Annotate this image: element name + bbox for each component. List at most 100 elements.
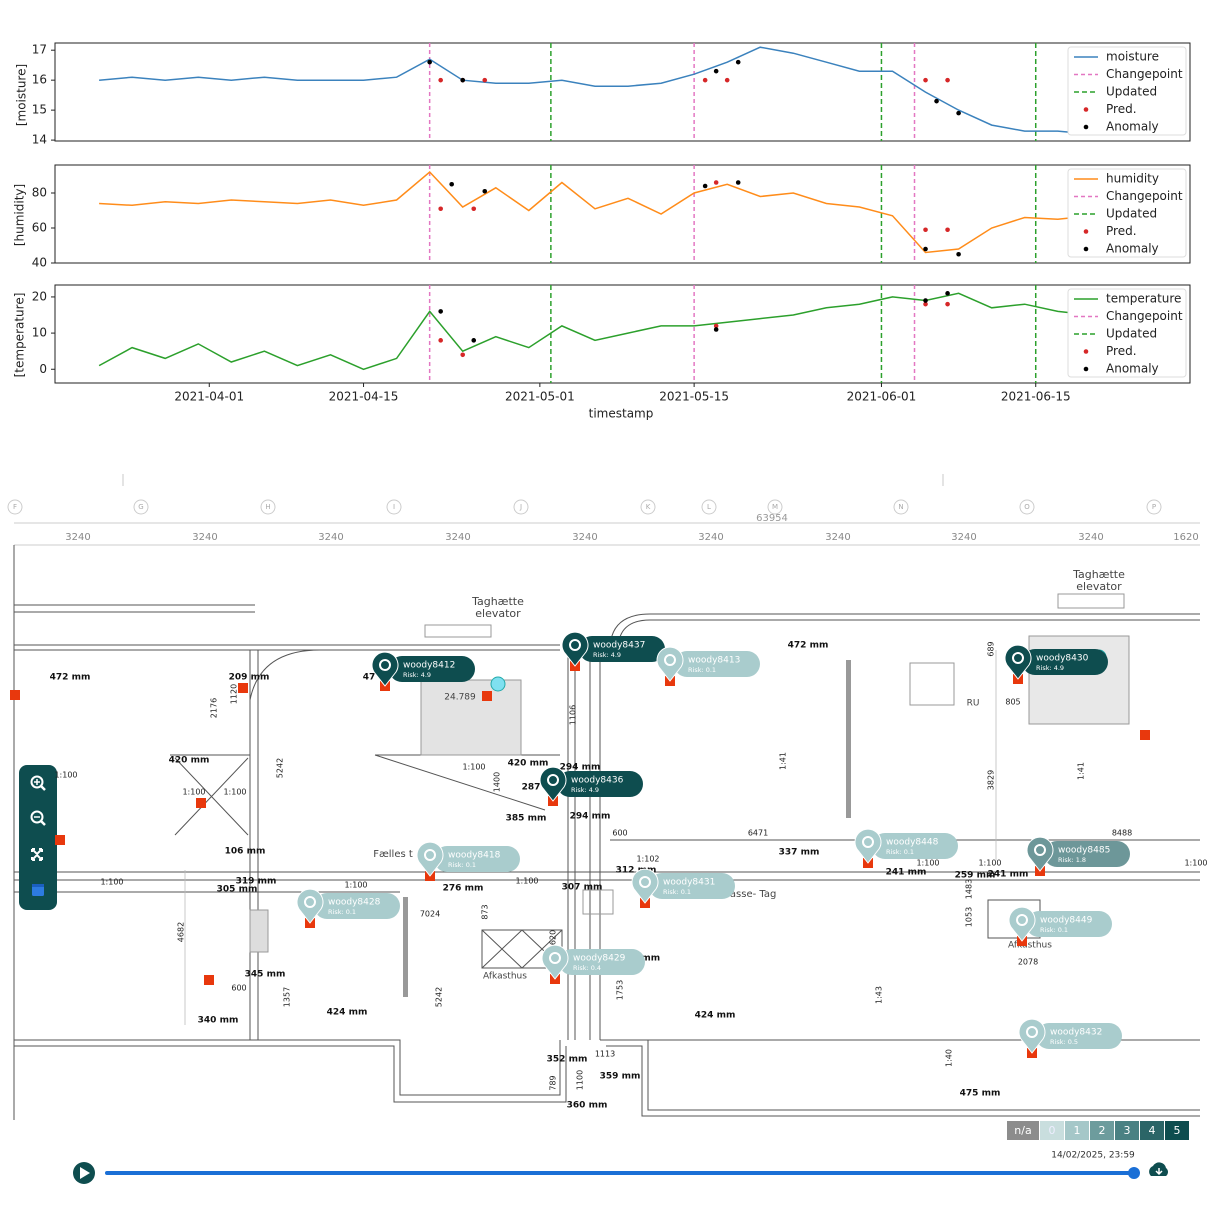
pred-point — [945, 77, 950, 83]
sensor-pin-dot — [549, 952, 561, 964]
x-tick-label: 2021-05-01 — [505, 390, 575, 404]
plot-frame — [54, 42, 1191, 142]
sensor-pill — [389, 656, 475, 682]
pred-point — [713, 323, 719, 329]
device-marker — [1140, 730, 1150, 740]
series-line — [98, 292, 1124, 371]
anomaly-point — [735, 180, 741, 185]
dimension-label: 319 mm — [236, 877, 277, 887]
play-button[interactable] — [73, 1162, 95, 1184]
plan-note: 1:100 — [54, 771, 77, 780]
pred-point — [923, 301, 928, 307]
sensor-pin-dot — [379, 659, 391, 671]
risk-scale-cell — [1140, 1121, 1164, 1140]
pred-point — [945, 301, 950, 307]
dimension-label: 307 mm — [562, 883, 603, 893]
legend-label: moisture — [1106, 50, 1159, 64]
legend-label: humidity — [1106, 172, 1159, 186]
legend-label: Updated — [1106, 327, 1157, 341]
plan-note: 789 — [549, 1075, 558, 1090]
risk-scale-cell — [1090, 1121, 1114, 1140]
dimension-label: 424 mm — [327, 1008, 368, 1018]
map-toolbar — [19, 765, 57, 910]
risk-scale-label: 5 — [1174, 1124, 1181, 1137]
pred-point — [724, 77, 730, 83]
span-dimension: 3240 — [572, 532, 597, 543]
risk-scale-cell — [1040, 1121, 1064, 1140]
device-marker — [238, 683, 248, 693]
grid-column-label: O — [1024, 503, 1030, 511]
sensor-risk: Risk: 4.9 — [1036, 664, 1064, 672]
dimension-label: 241 mm — [886, 868, 927, 878]
span-dimension: 3240 — [192, 532, 217, 543]
pred-point — [702, 77, 708, 83]
grid-column-label: G — [138, 503, 143, 511]
grid-column-label: J — [519, 503, 522, 511]
grid-marker — [1019, 499, 1035, 515]
anomaly-point — [934, 98, 939, 104]
plan-note: 5242 — [276, 758, 285, 778]
grid-column-label: I — [393, 503, 395, 511]
sensor-name: woody8437 — [593, 641, 645, 651]
plan-note: elevator — [475, 607, 521, 620]
plan-note: RU — [967, 699, 980, 709]
y-axis-label: [humidity] — [13, 184, 27, 246]
anomaly-point — [482, 188, 488, 194]
sensor-name: woody8449 — [1040, 916, 1093, 926]
span-dimension: 3240 — [951, 532, 976, 543]
grid-marker — [640, 499, 656, 515]
zoom-in-button[interactable] — [30, 775, 46, 791]
legend-label: Anomaly — [1106, 120, 1159, 134]
span-dimension: 3240 — [65, 532, 90, 543]
plan-note: 1053 — [965, 907, 974, 927]
chart-2: 0 10 20 2021-04-01 2021-04-15 2021-05-01 2021-… — [32, 284, 1191, 404]
device-marker — [10, 690, 20, 700]
legend-label: Updated — [1106, 85, 1157, 99]
y-tick-label: 60 — [32, 221, 47, 235]
pred-point — [923, 227, 928, 233]
plan-note: 2078 — [1018, 958, 1038, 967]
anomaly-point — [702, 183, 708, 189]
fit-button[interactable] — [31, 848, 43, 861]
sensor-risk: Risk: 0.1 — [886, 848, 914, 856]
dimension-label: 359 mm — [600, 1072, 641, 1082]
sensor-pin-dot — [1026, 1026, 1038, 1038]
floor-plan-drawing — [13, 474, 1200, 1120]
timeline-handle[interactable] — [1128, 1167, 1140, 1179]
sensor-name: woody8428 — [328, 898, 381, 908]
grid-marker — [767, 499, 783, 515]
sensor-pill — [1036, 1023, 1122, 1049]
sensor-risk: Risk: 0.5 — [1050, 1038, 1078, 1046]
plan-note: Fælles t — [373, 849, 413, 860]
dimension-label: 385 mm — [506, 814, 547, 824]
plan-note: 1:100 — [100, 878, 123, 887]
zoom-out-button[interactable] — [30, 810, 46, 826]
dimension-label: 475 mm — [960, 1089, 1001, 1099]
risk-scale-cell — [1165, 1121, 1189, 1140]
sensor-name: woody8413 — [688, 656, 740, 666]
x-tick-label: 2021-04-15 — [329, 390, 399, 404]
legend-label: Pred. — [1106, 344, 1137, 358]
sensor-name: woody8412 — [403, 661, 455, 671]
sensor-risk: Risk: 0.1 — [328, 908, 356, 916]
dimension-label: 241 mm — [988, 870, 1029, 880]
calendar-button[interactable] — [32, 884, 44, 896]
download-button[interactable] — [1149, 1162, 1168, 1176]
anomaly-point — [713, 327, 719, 332]
device-marker — [482, 691, 492, 701]
y-tick-label: 17 — [32, 43, 47, 57]
plan-note: 6471 — [748, 829, 768, 838]
